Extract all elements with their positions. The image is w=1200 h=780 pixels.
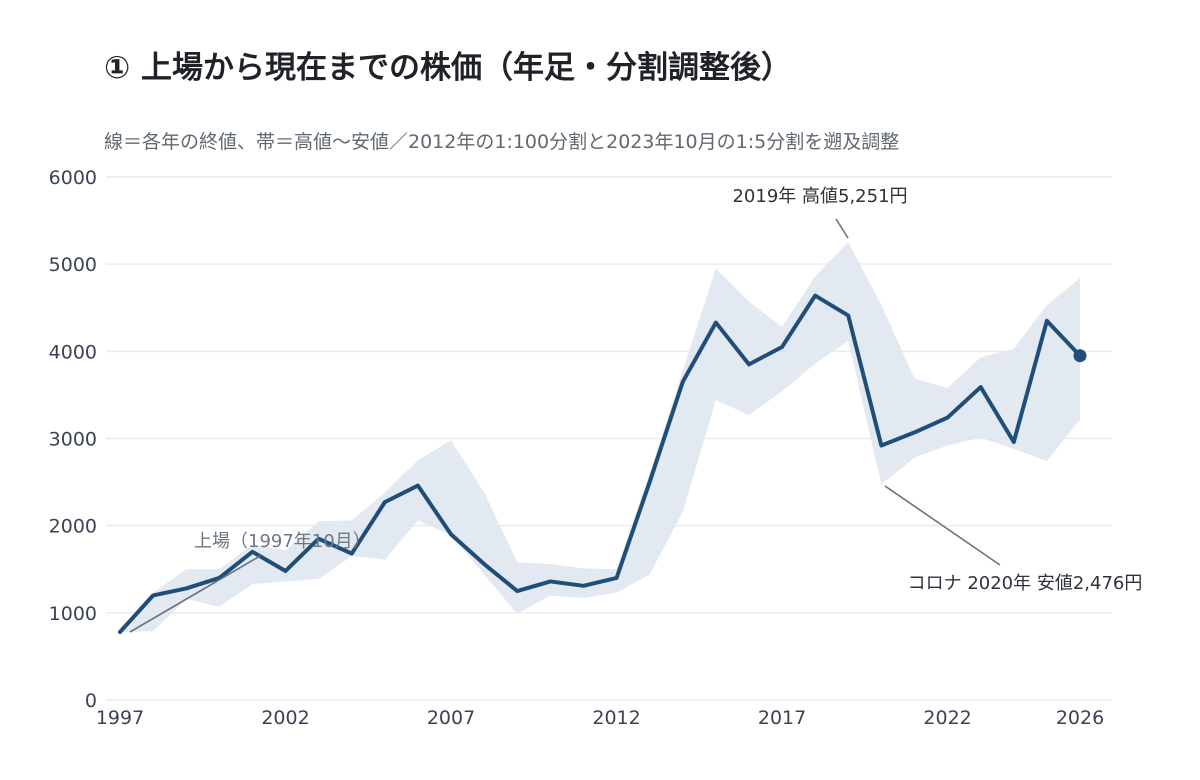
y-tick-label: 0 <box>85 690 97 712</box>
y-tick-label: 2000 <box>49 516 97 538</box>
annotation-high: 2019年 高値5,251円 <box>732 186 907 207</box>
y-tick-label: 5000 <box>49 254 97 276</box>
x-tick-label: 2017 <box>758 707 806 729</box>
chart-title: ① 上場から現在までの株価（年足・分割調整後） <box>104 50 793 86</box>
y-tick-label: 4000 <box>49 341 97 363</box>
chart-subtitle: 線＝各年の終値、帯＝高値〜安値／2012年の1:100分割と2023年10月の1… <box>104 131 900 153</box>
x-tick-label: 2012 <box>592 707 640 729</box>
x-tick-label: 2002 <box>261 707 309 729</box>
annotation-ipo: 上場（1997年10月） <box>194 531 371 552</box>
y-tick-label: 1000 <box>49 603 97 625</box>
last-close-point <box>1073 349 1087 363</box>
y-axis-ticks: 0 1000 2000 3000 4000 5000 6000 <box>49 167 97 712</box>
annotation-leader-high <box>835 218 849 239</box>
y-tick-label: 3000 <box>49 429 97 451</box>
x-tick-label: 1997 <box>96 707 144 729</box>
annotation-leader-ipo <box>129 555 261 633</box>
high-low-band <box>120 242 1080 633</box>
x-axis-ticks: 1997 2002 2007 2012 2017 2022 2026 <box>96 707 1104 729</box>
close-price-line <box>118 293 1082 635</box>
annotation-low: コロナ 2020年 安値2,476円 <box>908 573 1143 594</box>
x-tick-label: 2026 <box>1056 707 1104 729</box>
x-tick-label: 2022 <box>923 707 971 729</box>
annotation-leader-low <box>884 485 1001 566</box>
x-tick-label: 2007 <box>427 707 475 729</box>
y-tick-label: 6000 <box>49 167 97 189</box>
